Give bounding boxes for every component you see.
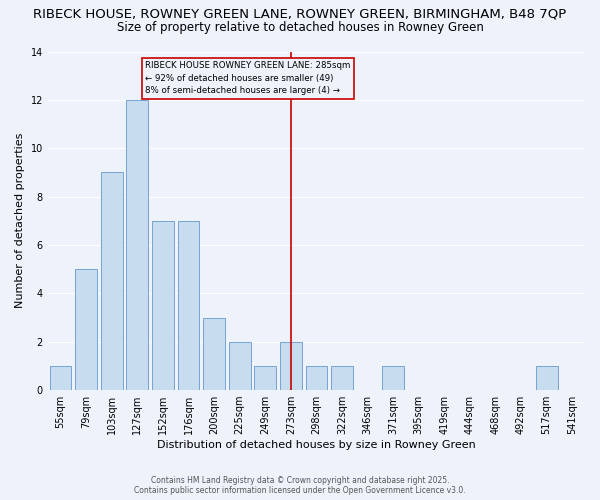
Bar — [331, 366, 353, 390]
Bar — [280, 342, 302, 390]
Bar — [178, 221, 199, 390]
Bar — [229, 342, 251, 390]
Bar — [127, 100, 148, 390]
Text: Contains HM Land Registry data © Crown copyright and database right 2025.
Contai: Contains HM Land Registry data © Crown c… — [134, 476, 466, 495]
Bar — [75, 269, 97, 390]
Bar — [50, 366, 71, 390]
Bar — [152, 221, 174, 390]
X-axis label: Distribution of detached houses by size in Rowney Green: Distribution of detached houses by size … — [157, 440, 476, 450]
Y-axis label: Number of detached properties: Number of detached properties — [15, 133, 25, 308]
Bar — [305, 366, 327, 390]
Text: RIBECK HOUSE, ROWNEY GREEN LANE, ROWNEY GREEN, BIRMINGHAM, B48 7QP: RIBECK HOUSE, ROWNEY GREEN LANE, ROWNEY … — [34, 8, 566, 20]
Bar — [382, 366, 404, 390]
Bar — [536, 366, 557, 390]
Bar — [254, 366, 276, 390]
Bar — [203, 318, 225, 390]
Bar — [101, 172, 122, 390]
Text: RIBECK HOUSE ROWNEY GREEN LANE: 285sqm
← 92% of detached houses are smaller (49): RIBECK HOUSE ROWNEY GREEN LANE: 285sqm ←… — [145, 61, 350, 95]
Text: Size of property relative to detached houses in Rowney Green: Size of property relative to detached ho… — [116, 21, 484, 34]
